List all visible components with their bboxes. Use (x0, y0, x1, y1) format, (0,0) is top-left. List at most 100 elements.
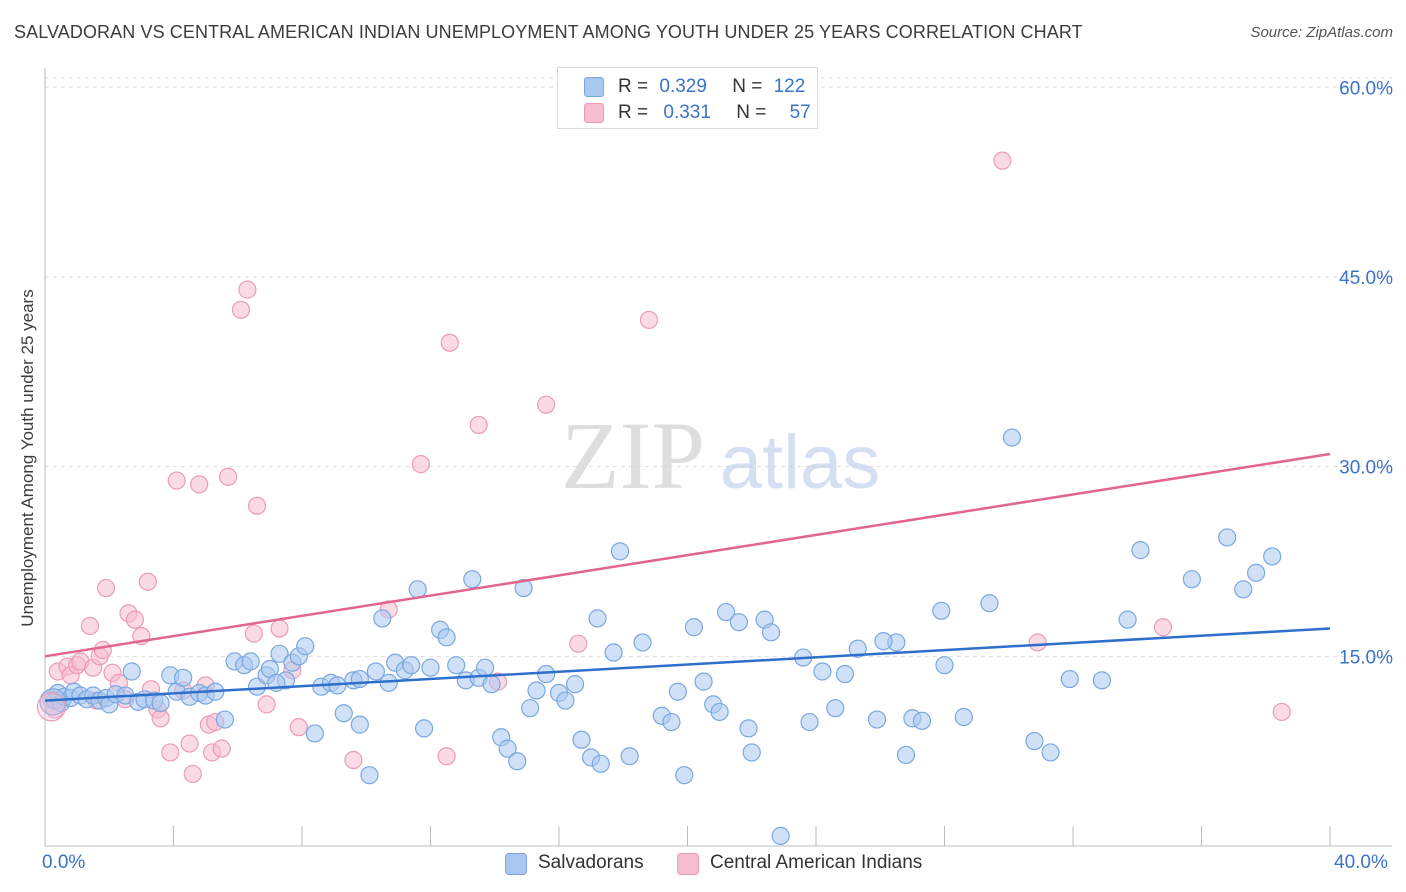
salvadoran-point (1060, 669, 1079, 689)
salvadoran-point (1247, 563, 1266, 582)
central-american-indian-point (80, 616, 100, 636)
central-american-indian-point (569, 634, 588, 653)
salvadoran-point (826, 699, 845, 718)
salvadoran-point (1092, 671, 1112, 690)
legend-n-label: N = (736, 102, 767, 123)
salvadoran-point (305, 724, 324, 743)
salvadoran-point (241, 652, 260, 671)
salvadoran-point (662, 712, 681, 732)
central-american-indian-point (247, 496, 267, 515)
salvadoran-point (514, 578, 533, 598)
salvadoran-point (334, 704, 353, 723)
salvadoran-point (912, 711, 932, 730)
central-american-indian-trend-line (44, 452, 1331, 658)
central-american-indian-point (138, 572, 157, 591)
salvadoran-point (684, 618, 704, 637)
salvadoran-point (668, 682, 687, 701)
salvadoran-point (935, 656, 954, 675)
central-american-indian-point (437, 747, 456, 766)
bottom-legend-swatch-blue (505, 853, 527, 875)
salvadoran-point (366, 662, 385, 681)
central-american-indian-point (93, 640, 112, 660)
salvadoran-point (498, 739, 517, 758)
salvadoran-point (1041, 743, 1060, 762)
central-american-indian-point (537, 395, 556, 414)
salvadoran-point (151, 694, 170, 713)
salvadoran-point (739, 719, 758, 738)
gridlines (45, 77, 1392, 657)
legend-r-label: R = (618, 76, 649, 97)
salvadoran-point (508, 752, 527, 771)
salvadoran-point (408, 580, 427, 599)
legend-n-value: 57 (789, 102, 811, 123)
legend-r-label: R = (618, 102, 649, 123)
salvadoran-point (874, 632, 893, 651)
central-american-indian-point (1272, 702, 1291, 722)
central-american-indian-point (151, 709, 170, 728)
salvadoran-point (437, 628, 456, 647)
salvadoran-point (633, 633, 652, 652)
x-tick-label-min: 0.0% (42, 852, 86, 873)
legend-r-value: 0.331 (663, 102, 711, 123)
salvadoran-point (742, 743, 761, 762)
salvadoran-point (360, 766, 379, 785)
salvadoran-point (1182, 570, 1201, 589)
salvadoran-point (174, 668, 193, 687)
axes (44, 68, 1392, 847)
bottom-legend-label: Central American Indians (710, 852, 923, 873)
salvadoran-point (1118, 610, 1137, 629)
y-tick-label: 60.0% (1339, 78, 1393, 99)
y-axis-label: Unemployment Among Youth under 25 years (18, 289, 37, 627)
central-american-indian-point (270, 619, 289, 638)
central-american-indian-point (167, 471, 186, 490)
salvadoran-point (122, 662, 141, 681)
salvadoran-point (980, 594, 999, 613)
salvadoran-point (954, 707, 973, 727)
salvadoran-point (896, 745, 916, 765)
central-american-indian-point (231, 300, 251, 319)
salvadoran-point (771, 826, 790, 845)
salvadoran-point (694, 672, 713, 691)
legend-swatch-pink (584, 103, 604, 123)
salvadoran-point (556, 691, 575, 710)
salvadoran-point (350, 715, 369, 734)
salvadoran-trend-line (44, 627, 1331, 702)
salvadoran-point (620, 747, 639, 766)
salvadoran-point (848, 639, 867, 658)
central-american-indian-point (1028, 633, 1047, 652)
legend-n-value: 122 (773, 76, 806, 97)
salvadoran-point (675, 766, 694, 785)
salvadoran-point (813, 662, 832, 681)
chart-title: SALVADORAN VS CENTRAL AMERICAN INDIAN UN… (14, 22, 1083, 42)
legend-r-value: 0.329 (659, 76, 707, 97)
salvadoran-point (1263, 547, 1282, 566)
bottom-legend-label: Salvadorans (538, 852, 644, 873)
salvadoran-point (270, 644, 289, 663)
salvadoran-point (867, 710, 887, 729)
central-american-indian-point (344, 750, 363, 770)
central-american-indian-point (125, 610, 145, 629)
central-american-indian-point (244, 624, 263, 643)
central-american-indian-point (180, 734, 199, 753)
central-american-indian-point (639, 310, 659, 330)
central-american-indian-point (289, 718, 308, 737)
y-tick-labels: 15.0% 30.0% 45.0% 60.0% (1339, 78, 1393, 668)
watermark-atlas: atlas (720, 420, 881, 505)
trend-lines (44, 452, 1331, 702)
salvadoran-point (716, 602, 736, 622)
bottom-legend-swatch-pink (677, 853, 699, 875)
central-american-indian-point (1153, 618, 1173, 637)
salvadoran-point (588, 609, 607, 628)
salvadoran-point (421, 658, 440, 677)
central-american-indian-point (36, 692, 67, 722)
central-american-indian-point (257, 695, 276, 714)
x-tick-label-max: 40.0% (1334, 852, 1388, 873)
salvadoran-point (604, 643, 623, 662)
y-tick-label: 15.0% (1339, 647, 1393, 668)
salvadoran-point (1002, 428, 1022, 447)
salvadoran-point (476, 658, 495, 677)
salvadoran-point (710, 702, 729, 722)
salvadoran-point (520, 699, 540, 718)
y-tick-label: 30.0% (1339, 458, 1393, 479)
central-american-indian-point (469, 415, 488, 435)
